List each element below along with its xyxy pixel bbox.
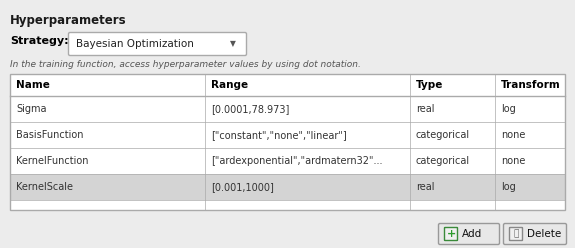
Text: [0.001,1000]: [0.001,1000] <box>211 182 274 192</box>
Bar <box>10 74 565 96</box>
FancyBboxPatch shape <box>439 223 500 245</box>
Bar <box>10 200 565 210</box>
Text: categorical: categorical <box>416 130 470 140</box>
Text: ▼: ▼ <box>230 39 236 49</box>
Text: Sigma: Sigma <box>16 104 47 114</box>
Text: Type: Type <box>416 80 443 90</box>
Text: Delete: Delete <box>527 229 561 239</box>
Text: Transform: Transform <box>501 80 561 90</box>
Text: Name: Name <box>16 80 50 90</box>
Text: 🗑: 🗑 <box>513 229 519 239</box>
Text: real: real <box>416 104 435 114</box>
FancyBboxPatch shape <box>444 227 458 241</box>
Text: none: none <box>501 156 526 166</box>
Text: KernelScale: KernelScale <box>16 182 73 192</box>
Text: KernelFunction: KernelFunction <box>16 156 89 166</box>
Text: Hyperparameters: Hyperparameters <box>10 14 127 27</box>
Text: log: log <box>501 182 516 192</box>
Bar <box>10 96 565 122</box>
Bar <box>10 148 565 174</box>
Text: ["ardexponential","ardmatern32"...: ["ardexponential","ardmatern32"... <box>211 156 382 166</box>
Bar <box>10 174 565 200</box>
Text: BasisFunction: BasisFunction <box>16 130 83 140</box>
Text: Bayesian Optimization: Bayesian Optimization <box>76 39 194 49</box>
FancyBboxPatch shape <box>504 223 566 245</box>
FancyBboxPatch shape <box>68 32 247 56</box>
Text: +: + <box>446 229 455 239</box>
Text: log: log <box>501 104 516 114</box>
FancyBboxPatch shape <box>509 227 523 241</box>
Text: [0.0001,78.973]: [0.0001,78.973] <box>211 104 289 114</box>
Text: In the training function, access hyperparameter values by using dot notation.: In the training function, access hyperpa… <box>10 60 361 69</box>
Text: none: none <box>501 130 526 140</box>
Text: categorical: categorical <box>416 156 470 166</box>
Text: ["constant","none","linear"]: ["constant","none","linear"] <box>211 130 347 140</box>
Text: Strategy:: Strategy: <box>10 36 68 46</box>
Bar <box>10 122 565 148</box>
Bar <box>10 74 565 210</box>
Text: real: real <box>416 182 435 192</box>
Text: Range: Range <box>211 80 248 90</box>
Text: Add: Add <box>462 229 482 239</box>
